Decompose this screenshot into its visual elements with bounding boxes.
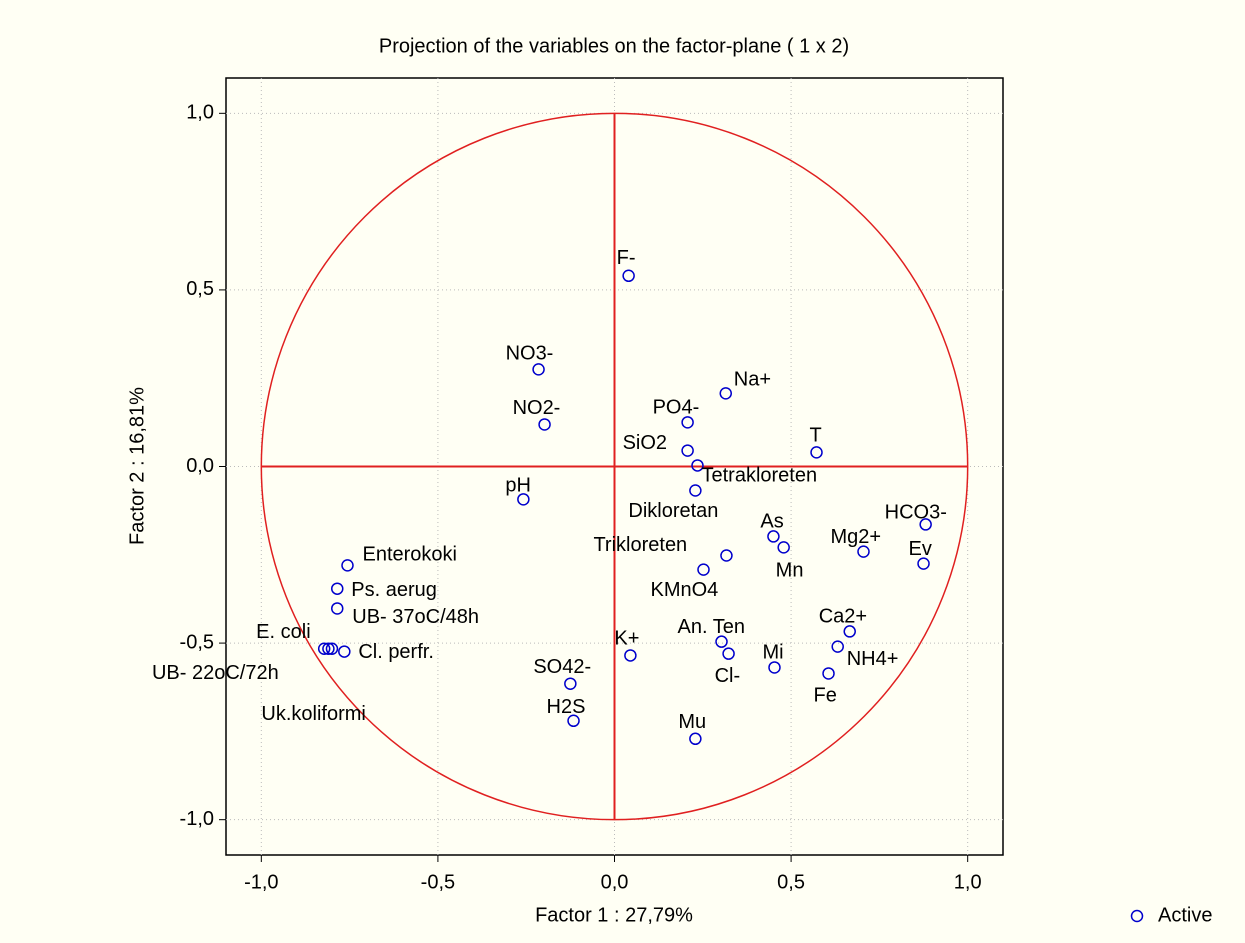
point-label: Enterokoki [362,544,457,566]
point-label: As [760,511,783,533]
x-axis-label: Factor 1 : 27,79% [535,904,693,926]
point-label: Mn [776,560,804,582]
point-label: HCO3- [885,502,947,524]
point [567,714,580,728]
point-label: pH [505,475,531,497]
point [338,645,351,658]
point [917,557,930,570]
point-label: SiO2 [623,432,667,454]
point [624,649,637,662]
point-label: K+ [614,628,639,650]
y-tick-label: 0,5 [186,278,214,300]
point [719,387,733,400]
point [681,416,694,429]
legend-marker [1130,909,1144,923]
point-label: NO3- [506,343,554,365]
point [767,530,780,543]
point [720,549,733,562]
point-label: H2S [547,696,586,718]
point [681,444,694,457]
x-tick-label: 0,0 [601,871,629,893]
point-label: Mi [762,642,783,664]
point-label: Mg2+ [830,526,881,548]
point-label: UB- 37oC/48h [352,606,479,628]
x-tick-label: 0,5 [777,871,805,893]
point [777,541,790,554]
point-label: Dikloretan [628,500,718,522]
point-label: Na+ [734,369,771,391]
y-axis-label: Factor 2 : 16,81% [126,387,148,545]
point [689,732,702,746]
point [532,363,545,376]
point-label: Ps. aerug [351,579,437,601]
y-tick-label: -1,0 [180,808,214,830]
point [331,602,344,615]
point-label: Fe [814,685,837,707]
point-label: Ev [909,538,932,560]
point [715,635,728,648]
point-label: PO4- [653,397,700,419]
point [622,269,635,283]
point-label: T [810,425,822,447]
point [322,642,335,655]
y-tick-label: 0,0 [186,455,214,477]
point [810,446,823,459]
point-label: NH4+ [847,648,899,670]
point [331,582,344,595]
point-label: UB- 22oC/72h [152,662,279,684]
chart-title: Projection of the variables on the facto… [379,35,849,57]
x-tick-label: -1,0 [244,871,278,893]
point [831,640,844,653]
x-tick-label: -0,5 [421,871,455,893]
point-label: Tetrakloreten [701,465,817,487]
point [843,625,856,638]
point [325,642,339,655]
point-label: An. Ten [678,616,745,638]
point-label: F- [617,247,636,269]
point [538,418,551,431]
legend-label: Active [1158,904,1212,926]
x-tick-label: 1,0 [954,871,982,893]
point [768,661,781,674]
point [822,667,835,680]
y-tick-label: -0,5 [180,631,214,653]
point [564,677,577,690]
point-label: Uk.koliformi [261,703,365,725]
point-label: Trikloreten [593,534,687,556]
point-label: Ca2+ [819,606,867,628]
point [517,493,530,506]
point-label: NO2- [513,397,561,419]
point-label: Mu [678,711,706,733]
point [341,559,354,572]
point [697,563,710,576]
point [857,545,870,558]
point-label: Cl- [715,665,741,687]
point [919,518,932,531]
point [722,647,735,660]
point [689,484,702,497]
point-label: KMnO4 [651,579,719,601]
point [691,459,704,472]
point [317,642,331,655]
y-tick-label: 1,0 [186,102,214,124]
point-label: Cl. perfr. [358,641,434,663]
point-label: E. coli [256,621,310,643]
point-label: SO42- [533,656,591,678]
